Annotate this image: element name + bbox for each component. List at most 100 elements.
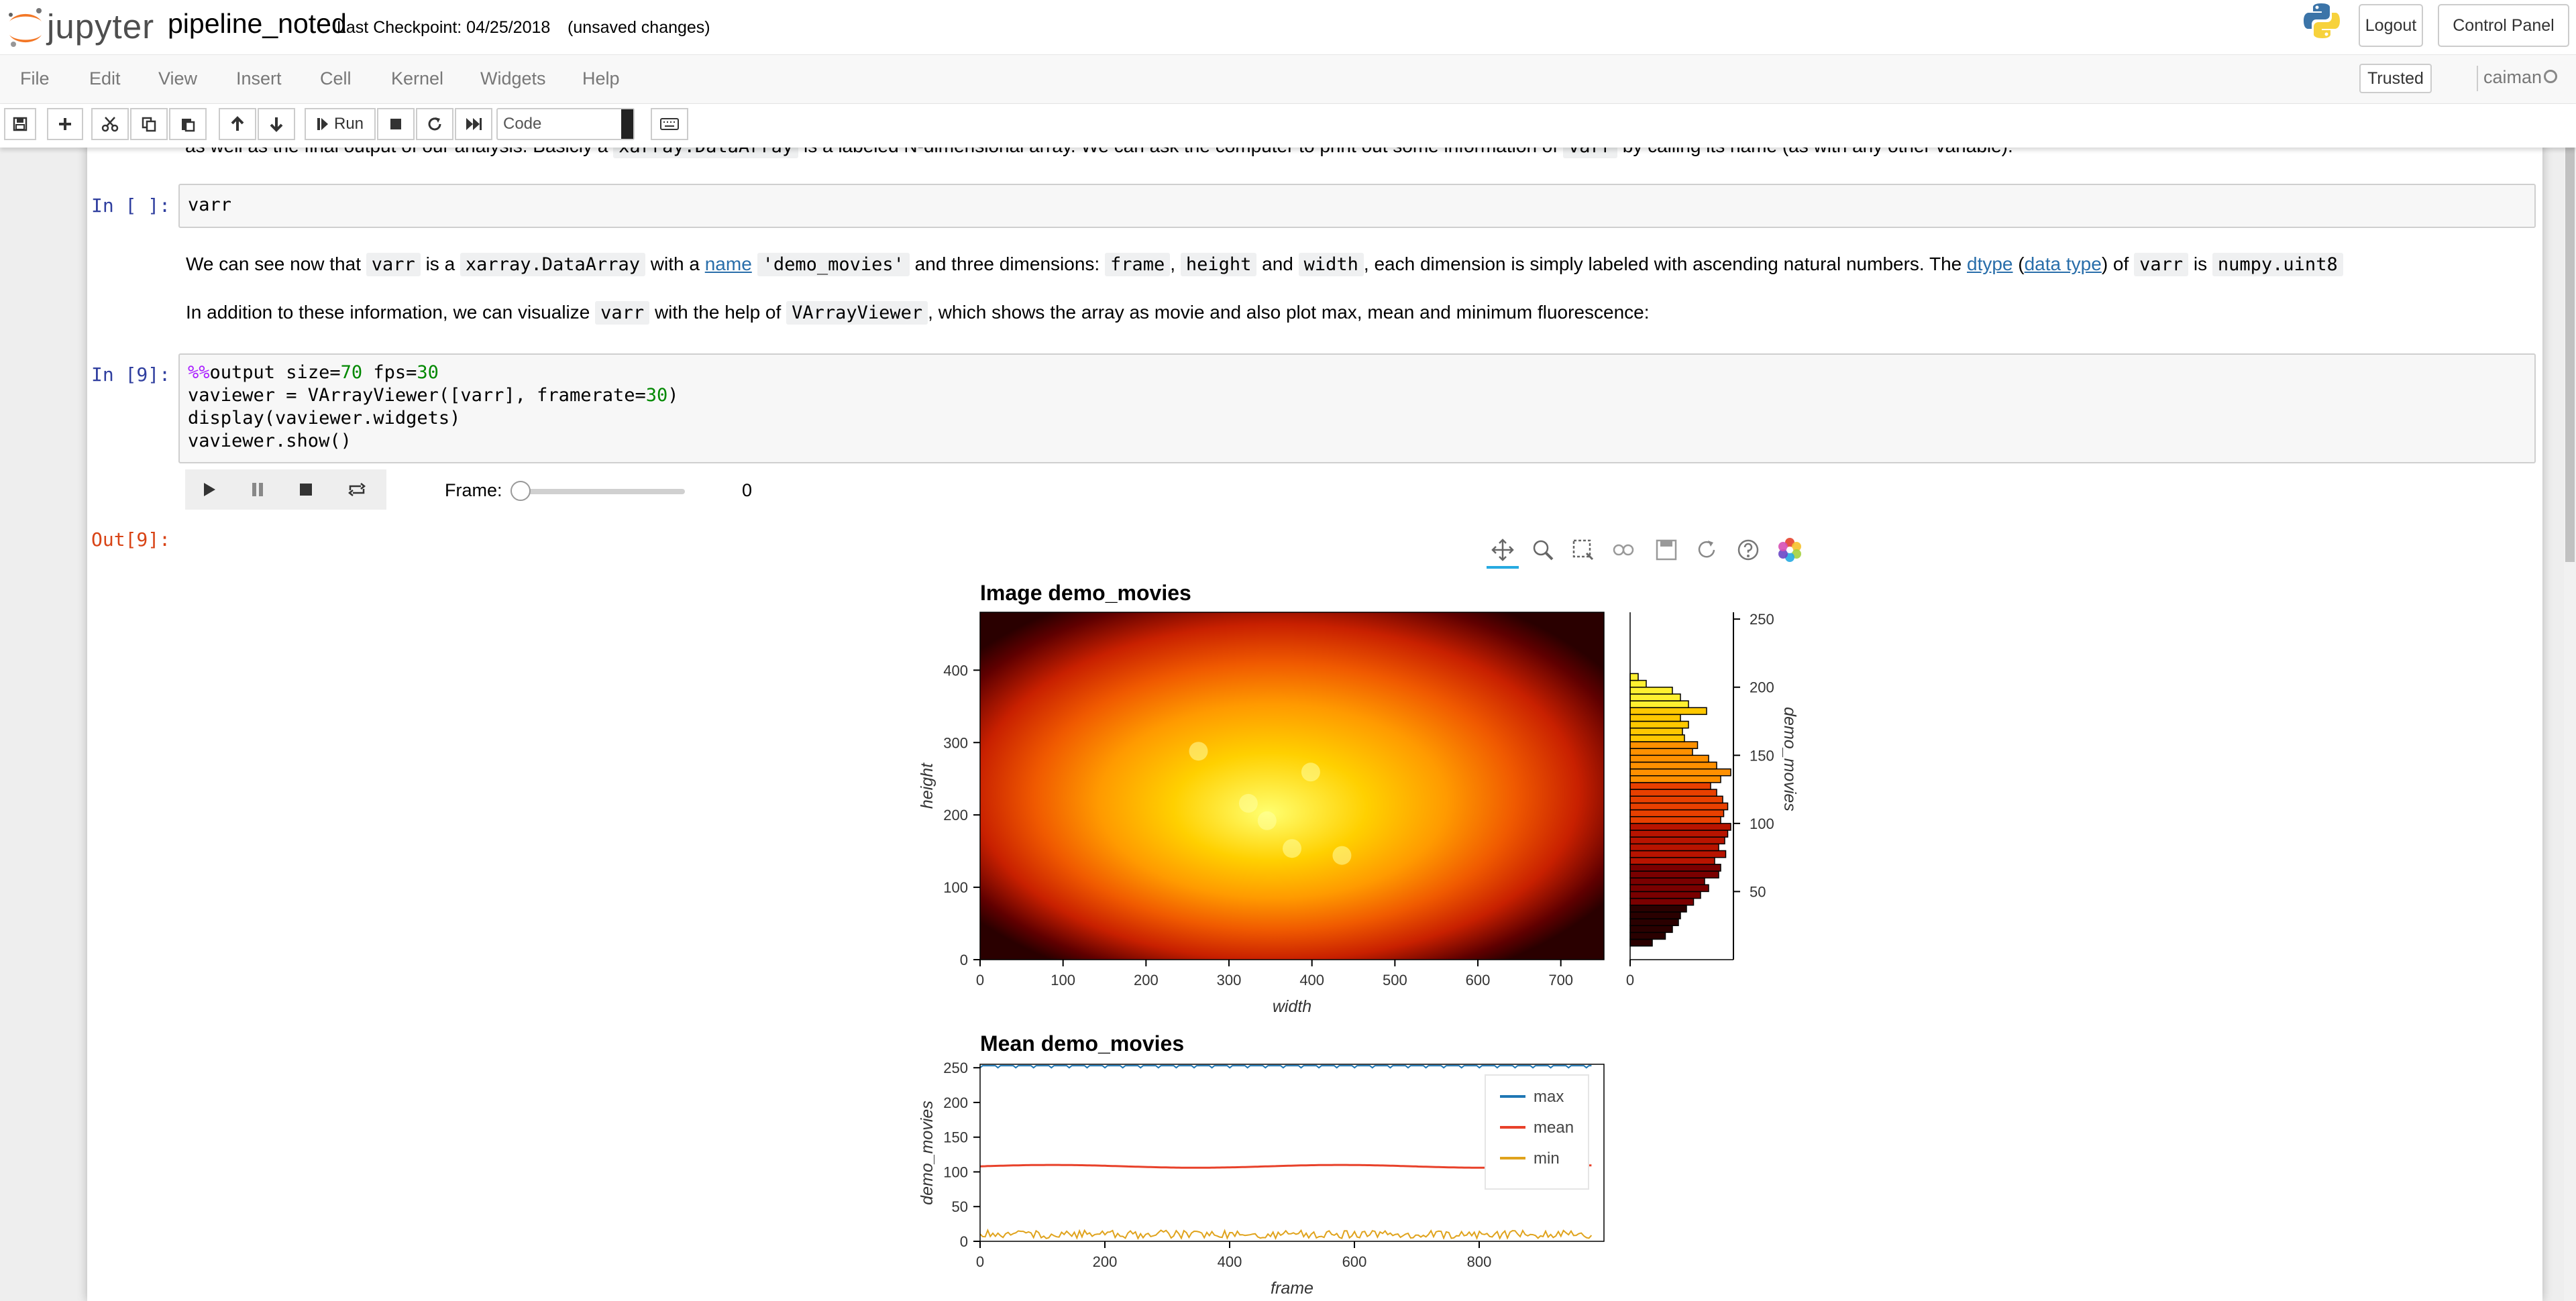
- histogram-bar: [1629, 761, 1717, 770]
- stop-icon: [300, 484, 312, 496]
- bokeh-logo-icon[interactable]: [1774, 534, 1806, 566]
- reset-tool[interactable]: [1690, 534, 1723, 566]
- histogram-bar: [1629, 850, 1727, 858]
- inline-code: varr: [2134, 253, 2189, 276]
- paste-button[interactable]: [169, 108, 207, 140]
- text-fragment: is a: [425, 253, 455, 274]
- save-icon: [1656, 539, 1677, 561]
- dtype-link[interactable]: dtype: [1967, 253, 2013, 274]
- trusted-indicator[interactable]: Trusted: [2359, 64, 2432, 93]
- histogram-bar: [1629, 891, 1701, 899]
- menu-edit[interactable]: Edit: [89, 68, 121, 89]
- reset-zoom-tool[interactable]: [1607, 534, 1640, 566]
- name-link[interactable]: name: [704, 253, 752, 274]
- help-tool[interactable]: [1732, 534, 1764, 566]
- box-zoom-tool[interactable]: [1567, 534, 1599, 566]
- y-tick-label: 100: [943, 879, 968, 896]
- plot-frame: [979, 1064, 1605, 1242]
- refresh-icon: [1698, 541, 1715, 558]
- y-tick-label: 200: [943, 1094, 968, 1111]
- wheel-zoom-tool[interactable]: [1527, 534, 1559, 566]
- frame-slider-track[interactable]: [521, 489, 685, 494]
- heatmap-image: [980, 612, 1604, 960]
- frame-slider-handle[interactable]: [511, 481, 531, 501]
- interrupt-button[interactable]: [377, 108, 415, 140]
- menu-help[interactable]: Help: [582, 68, 620, 89]
- histogram-bar: [1629, 741, 1699, 749]
- line-plot[interactable]: Mean demo_movies 0 200 400 600 800 0 50 100 150 20…: [918, 1031, 1605, 1298]
- image-plot[interactable]: Image demo_movies 0 100 200 300 400 500 600 700 0…: [918, 581, 1605, 1016]
- histogram-plot[interactable]: 50 100 150 200 250 0 demo_movies: [1626, 611, 1799, 988]
- markdown-paragraph: In addition to these information, we can…: [186, 301, 1650, 325]
- restart-button[interactable]: [416, 108, 453, 140]
- histogram-bar: [1629, 686, 1673, 695]
- text-fragment: , each dimension is simply labeled with …: [1363, 253, 1962, 274]
- copy-button[interactable]: [130, 108, 168, 140]
- histogram-bar: [1629, 693, 1681, 701]
- checkpoint-status: Last Checkpoint: 04/25/2018: [337, 18, 551, 37]
- stop-button[interactable]: [282, 469, 330, 510]
- cell-type-select[interactable]: Code: [496, 108, 635, 140]
- toolbar: Run Code: [0, 104, 2576, 148]
- histogram-bar: [1629, 679, 1647, 688]
- cell-type-value: Code: [503, 115, 542, 133]
- histogram-bar: [1629, 911, 1681, 919]
- code-line: vaviewer = VArrayViewer([varr], framerat…: [188, 384, 2526, 407]
- insert-cell-button[interactable]: [47, 108, 83, 140]
- code-cell-input[interactable]: %%output size=70 fps=30 vaviewer = VArra…: [178, 353, 2536, 463]
- fast-forward-icon: [466, 118, 482, 130]
- histogram-bar: [1629, 931, 1666, 940]
- x-tick-label: 600: [1342, 1253, 1367, 1270]
- histogram-bar: [1629, 864, 1721, 872]
- text-fragment: with a: [650, 253, 700, 274]
- y-tick-label: 200: [943, 807, 968, 824]
- histogram-bar: [1629, 830, 1729, 838]
- histogram-bar: [1629, 734, 1685, 742]
- text-fragment: is: [2193, 253, 2208, 274]
- save-plot-tool[interactable]: [1650, 534, 1682, 566]
- menu-kernel[interactable]: Kernel: [391, 68, 444, 89]
- histogram-bar: [1629, 748, 1693, 756]
- pan-tool[interactable]: [1487, 534, 1519, 569]
- code-cell-input[interactable]: varr: [178, 184, 2536, 228]
- cut-button[interactable]: [91, 108, 129, 140]
- logout-button[interactable]: Logout: [2359, 4, 2423, 47]
- x-axis-label: frame: [1271, 1279, 1313, 1298]
- run-button[interactable]: Run: [305, 108, 376, 140]
- pause-button[interactable]: [233, 469, 282, 510]
- data-type-link[interactable]: data type: [2024, 253, 2102, 274]
- histogram-bar: [1629, 720, 1689, 729]
- notebook-name[interactable]: pipeline_noted: [168, 8, 347, 39]
- menu-widgets[interactable]: Widgets: [480, 68, 546, 89]
- code-line: %%output size=70 fps=30: [188, 361, 2526, 384]
- logo-text: jupyter: [47, 7, 155, 46]
- menu-insert[interactable]: Insert: [236, 68, 282, 89]
- play-button[interactable]: [185, 469, 233, 510]
- histogram-bar: [1629, 775, 1721, 783]
- command-palette-button[interactable]: [651, 108, 688, 140]
- control-panel-button[interactable]: Control Panel: [2438, 4, 2569, 47]
- number-token: 30: [417, 362, 439, 383]
- histogram-bar: [1629, 815, 1721, 824]
- menu-view[interactable]: View: [158, 68, 198, 89]
- inline-code: varr: [595, 301, 650, 325]
- menu-cell[interactable]: Cell: [320, 68, 352, 89]
- save-button[interactable]: [4, 108, 36, 140]
- histogram-bar: [1629, 897, 1695, 906]
- histogram-bar: [1629, 789, 1717, 797]
- move-down-button[interactable]: [258, 108, 295, 140]
- kernel-name[interactable]: caiman: [2483, 67, 2542, 87]
- x-axis-label: width: [1273, 997, 1311, 1016]
- move-up-button[interactable]: [219, 108, 256, 140]
- number-token: 30: [645, 385, 668, 406]
- scrollbar-thumb[interactable]: [2565, 148, 2575, 562]
- y-axis-label: demo_movies: [1780, 707, 1799, 811]
- x-tick-label: 600: [1466, 972, 1491, 988]
- restart-run-all-button[interactable]: [455, 108, 492, 140]
- loop-button[interactable]: [333, 469, 381, 510]
- x-tick-label: 500: [1383, 972, 1407, 988]
- output-prompt: Out[9]:: [91, 528, 171, 551]
- jupyter-logo[interactable]: jupyter: [4, 3, 158, 51]
- menu-file[interactable]: File: [20, 68, 50, 89]
- code-line: varr: [188, 194, 232, 215]
